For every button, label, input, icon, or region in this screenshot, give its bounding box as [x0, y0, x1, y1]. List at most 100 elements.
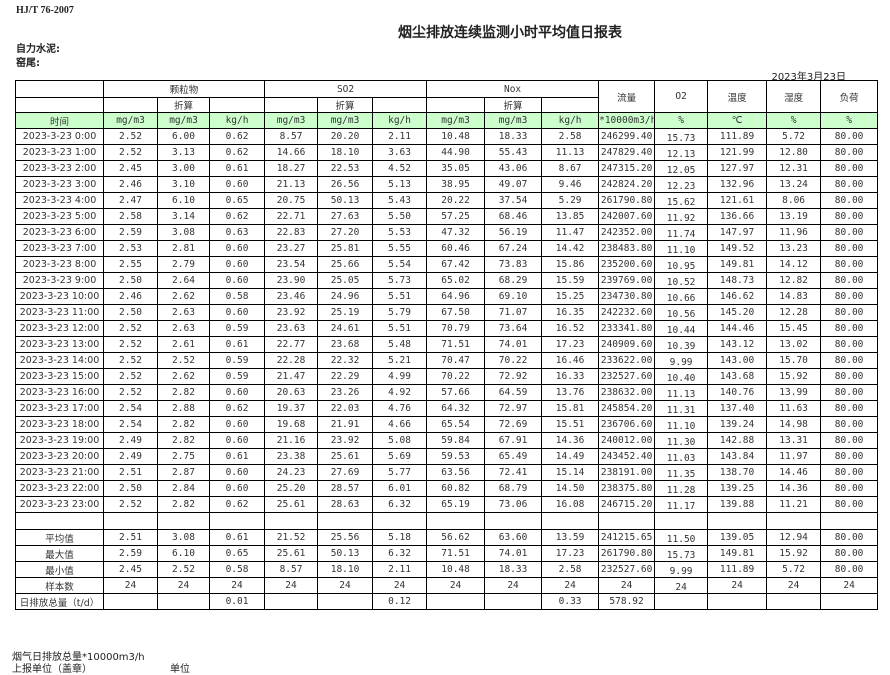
header-humidity: 湿度 [766, 80, 822, 113]
table-row: 2023-3-23 7:00 2.53 2.81 0.60 23.27 25.81 5.55… [15, 240, 879, 257]
cell: 12.94 [766, 529, 822, 546]
cell: 3.00 [157, 160, 210, 177]
cell: 11.97 [766, 448, 822, 465]
cell: 0.59 [208, 352, 266, 369]
cell: 16.46 [541, 352, 600, 369]
cell: 5.51 [372, 288, 428, 305]
cell: 5.69 [372, 448, 428, 465]
cell: 11.63 [766, 400, 822, 417]
cell: 10.40 [654, 368, 709, 385]
table-row: 2023-3-23 19:00 2.49 2.82 0.60 21.16 23.92 5.0… [15, 432, 879, 449]
cell: 2.52 [103, 384, 158, 401]
header-converted: 折算 [484, 97, 543, 113]
cell: 20.75 [264, 192, 319, 209]
cell: 80.00 [820, 144, 879, 161]
cell: 49.07 [484, 176, 543, 193]
cell: 2.61 [157, 336, 210, 353]
cell: 4.99 [372, 368, 428, 385]
row-label: 2023-3-23 7:00 [15, 240, 104, 257]
cell [264, 593, 319, 610]
cell: 22.03 [317, 400, 374, 417]
cell: 80.00 [820, 480, 879, 497]
cell: 0.60 [208, 304, 266, 321]
row-label: 2023-3-23 8:00 [15, 256, 104, 273]
cell: 12.13 [654, 144, 709, 161]
cell: 0.60 [208, 384, 266, 401]
cell: 2.50 [103, 272, 158, 289]
cell: 11.21 [766, 496, 822, 513]
row-label: 样本数 [15, 577, 104, 594]
cell: 0.59 [208, 368, 266, 385]
cell: 139.88 [707, 496, 768, 513]
cell: 71.07 [484, 304, 543, 321]
cell: 71.51 [426, 336, 486, 353]
cell: 22.53 [317, 160, 374, 177]
cell: 80.00 [820, 240, 879, 257]
cell: 12.28 [766, 304, 822, 321]
table-row: 2023-3-23 16:00 2.52 2.82 0.60 20.63 23.26 4.9… [15, 384, 879, 401]
cell: 15.92 [766, 545, 822, 562]
cell: 13.59 [541, 529, 600, 546]
cell: 4.52 [372, 160, 428, 177]
row-label: 最小值 [15, 561, 104, 578]
cell: 142.88 [707, 432, 768, 449]
cell: 2.52 [103, 128, 158, 145]
cell: 2.46 [103, 176, 158, 193]
cell: 2.52 [103, 368, 158, 385]
cell: 25.61 [317, 448, 374, 465]
cell: 38.95 [426, 176, 486, 193]
cell: 2.52 [103, 320, 158, 337]
cell: 121.61 [707, 192, 768, 209]
cell: 2.79 [157, 256, 210, 273]
cell: 2.49 [103, 448, 158, 465]
cell: 70.22 [426, 368, 486, 385]
cell: 5.29 [541, 192, 600, 209]
cell [707, 593, 768, 610]
cell: 20.20 [317, 128, 374, 145]
cell: 0.12 [372, 593, 428, 610]
cell: 80.00 [820, 448, 879, 465]
cell: 23.90 [264, 272, 319, 289]
cell [598, 512, 656, 530]
cell: 24 [208, 577, 266, 594]
cell: 23.92 [264, 304, 319, 321]
table-row: 2023-3-23 20:00 2.49 2.75 0.61 23.38 25.61 5.6… [15, 448, 879, 465]
cell: 11.30 [654, 432, 709, 449]
cell: 13.02 [766, 336, 822, 353]
cell: 80.00 [820, 464, 879, 481]
cell: 111.89 [707, 128, 768, 145]
cell: 67.50 [426, 304, 486, 321]
cell: 24 [654, 577, 709, 594]
cell: 139.24 [707, 416, 768, 433]
cell: 14.98 [766, 416, 822, 433]
cell: 2.75 [157, 448, 210, 465]
cell: 16.35 [541, 304, 600, 321]
cell: 5.13 [372, 176, 428, 193]
cell: 21.91 [317, 416, 374, 433]
cell: 25.20 [264, 480, 319, 497]
row-label: 2023-3-23 13:00 [15, 336, 104, 353]
cell: 23.27 [264, 240, 319, 257]
cell: 578.92 [598, 593, 656, 610]
cell: 22.83 [264, 224, 319, 241]
cell: 11.31 [654, 400, 709, 417]
cell: 80.00 [820, 176, 879, 193]
cell: 5.72 [766, 128, 822, 145]
cell: 11.74 [654, 224, 709, 241]
cell: 11.13 [541, 144, 600, 161]
table-row: 2023-3-23 17:00 2.54 2.88 0.62 19.37 22.03 4.7… [15, 400, 879, 417]
plant-label: 自力水泥: [16, 44, 60, 55]
cell: 0.63 [208, 224, 266, 241]
cell: 140.76 [707, 384, 768, 401]
cell: 143.84 [707, 448, 768, 465]
cell: 65.02 [426, 272, 486, 289]
cell: 80.00 [820, 545, 879, 562]
cell: 16.08 [541, 496, 600, 513]
cell: 14.12 [766, 256, 822, 273]
cell: 64.32 [426, 400, 486, 417]
cell: 132.96 [707, 176, 768, 193]
cell: 0.58 [208, 561, 266, 578]
cell: 147.97 [707, 224, 768, 241]
header-blank [103, 97, 158, 113]
cell: 9.99 [654, 352, 709, 369]
